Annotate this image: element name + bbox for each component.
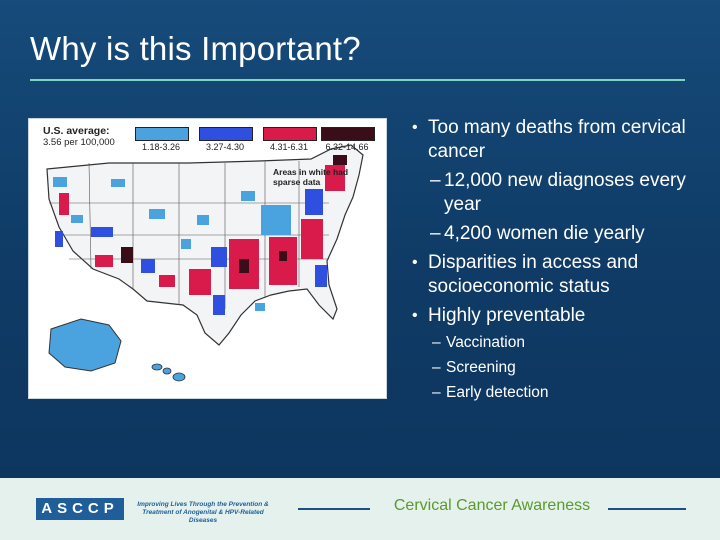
footer-divider-right: [608, 508, 686, 510]
legend-label-3: 4.31-6.31: [269, 142, 309, 152]
alaska-outline: [48, 318, 122, 372]
footer-tagline: Improving Lives Through the Prevention &…: [137, 501, 269, 524]
sub-bullet-item: – 4,200 women die yearly: [430, 223, 645, 244]
us-average-label: U.S. average: 3.56 per 100,000: [43, 125, 115, 148]
us-map-svg: [46, 144, 364, 382]
dash-icon: –: [430, 223, 441, 244]
bullet-list: • Too many deaths from cervical cancer –…: [412, 116, 712, 408]
dash-icon: –: [432, 359, 441, 376]
dash-icon: –: [432, 334, 441, 351]
dash-icon: –: [430, 170, 441, 191]
slide-title: Why is this Important?: [30, 30, 361, 67]
sub-bullet-item: – 12,000 new diagnoses every year: [430, 170, 686, 215]
sub-bullet-item: – Screening: [432, 359, 516, 376]
footer-title: Cervical Cancer Awareness: [393, 497, 591, 514]
bullet-dot-icon: •: [412, 254, 418, 271]
bullet-item: • Disparities in access and socioeconomi…: [412, 252, 639, 297]
legend-label-4: 6.32-14.66: [325, 142, 369, 152]
slide-footer: ASCCP Improving Lives Through the Preven…: [0, 478, 720, 540]
bullet-item: • Highly preventable: [412, 305, 586, 326]
sparse-data-note: Areas in white had sparse data: [273, 167, 349, 187]
us-map-outline: [46, 144, 364, 346]
sub-bullet-item: – Early detection: [432, 384, 549, 401]
us-map-figure: U.S. average: 3.56 per 100,000 1.18-3.26…: [28, 118, 387, 399]
legend-label-1: 1.18-3.26: [141, 142, 181, 152]
dash-icon: –: [432, 384, 441, 401]
legend-label-2: 3.27-4.30: [205, 142, 245, 152]
legend-swatch-4: [321, 127, 375, 141]
bullet-dot-icon: •: [412, 307, 418, 324]
legend-swatch-2: [199, 127, 253, 141]
map-county-patches: [53, 155, 347, 315]
title-divider: [30, 79, 685, 81]
legend-swatch-3: [263, 127, 317, 141]
asccp-logo: ASCCP: [36, 498, 124, 520]
hawaii-outline: [151, 363, 186, 382]
bullet-dot-icon: •: [412, 119, 418, 136]
bullet-item: • Too many deaths from cervical cancer: [412, 117, 686, 162]
footer-divider-left: [298, 508, 370, 510]
legend-swatch-1: [135, 127, 189, 141]
sub-bullet-item: – Vaccination: [432, 334, 525, 351]
